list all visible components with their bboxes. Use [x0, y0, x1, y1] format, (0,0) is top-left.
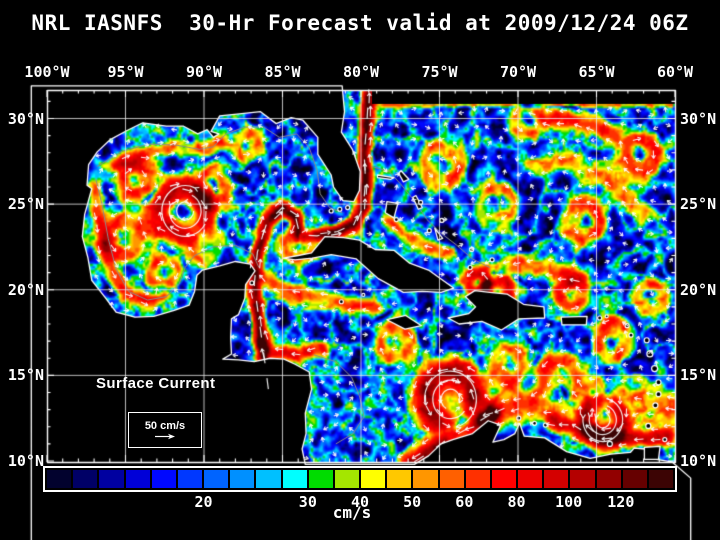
colorbar-swatch: [47, 470, 72, 488]
current-scale-box: 50 cm/s: [128, 412, 202, 448]
lat-tick-label: 15°N: [680, 366, 717, 385]
lon-tick-label: 65°W: [578, 63, 615, 81]
colorbar-tick-label: 20: [194, 493, 213, 511]
colorbar-swatch: [308, 470, 333, 488]
colorbar-swatch: [518, 470, 543, 488]
lon-tick-label: 95°W: [107, 63, 144, 81]
colorbar-swatch: [465, 470, 490, 488]
colorbar-swatch: [544, 470, 569, 488]
colorbar-swatch: [570, 470, 595, 488]
lon-tick-label: 80°W: [342, 63, 380, 81]
colorbar-swatch: [230, 470, 255, 488]
lon-tick-label: 70°W: [499, 63, 537, 81]
lat-tick-label: 30°N: [7, 109, 44, 128]
colorbar-units-label: cm/s: [332, 503, 372, 522]
colorbar-swatch: [177, 470, 203, 488]
colorbar-swatch: [413, 470, 438, 488]
lon-tick-label: 60°W: [656, 63, 694, 81]
colorbar-swatch: [256, 470, 281, 488]
lon-tick-label: 100°W: [24, 63, 70, 81]
colorbar-swatch: [282, 470, 307, 488]
surface-current-label: Surface Current: [96, 375, 216, 392]
colorbar-tick-label: 100: [555, 493, 583, 511]
colorbar-tick-label: 80: [507, 493, 526, 511]
lat-tick-label: 20°N: [7, 280, 44, 299]
colorbar-swatch: [491, 470, 517, 488]
colorbar-swatch: [125, 470, 150, 488]
lat-tick-label: 10°N: [680, 452, 717, 470]
lon-tick-label: 90°W: [185, 63, 223, 81]
colorbar-swatch: [99, 470, 124, 488]
lat-tick-label: 25°N: [680, 195, 717, 214]
lat-tick-label: 25°N: [7, 195, 44, 214]
colorbar-swatch: [151, 470, 176, 488]
colorbar-swatch: [596, 470, 621, 488]
scale-arrow-icon: [155, 433, 175, 440]
colorbar-swatch: [387, 470, 412, 488]
lat-tick-label: 20°N: [680, 280, 717, 299]
colorbar-swatch: [439, 470, 464, 488]
colorbar-swatch: [361, 470, 386, 488]
colorbar-swatch: [73, 470, 98, 488]
colorbar-tick-label: 60: [455, 493, 474, 511]
lat-tick-label: 15°N: [7, 366, 44, 385]
colorbar-swatch: [204, 470, 229, 488]
colorbar-tick-label: 40: [350, 493, 370, 511]
lat-tick-label: 10°N: [7, 452, 44, 470]
speed-colorbar: [43, 466, 677, 492]
scale-value-label: 50 cm/s: [144, 420, 186, 432]
colorbar-swatch: [648, 470, 674, 488]
colorbar-swatch: [334, 470, 360, 488]
figure-title: NRL IASNFS 30-Hr Forecast valid at 2009/…: [31, 11, 689, 35]
colorbar-tick-label: 120: [607, 493, 635, 511]
colorbar-tick-label: 30: [298, 493, 317, 511]
lon-tick-label: 85°W: [264, 63, 301, 81]
lon-tick-label: 75°W: [421, 63, 458, 81]
lat-tick-label: 30°N: [680, 109, 717, 128]
colorbar-tick-label: 50: [403, 493, 422, 511]
colorbar-swatch: [622, 470, 647, 488]
